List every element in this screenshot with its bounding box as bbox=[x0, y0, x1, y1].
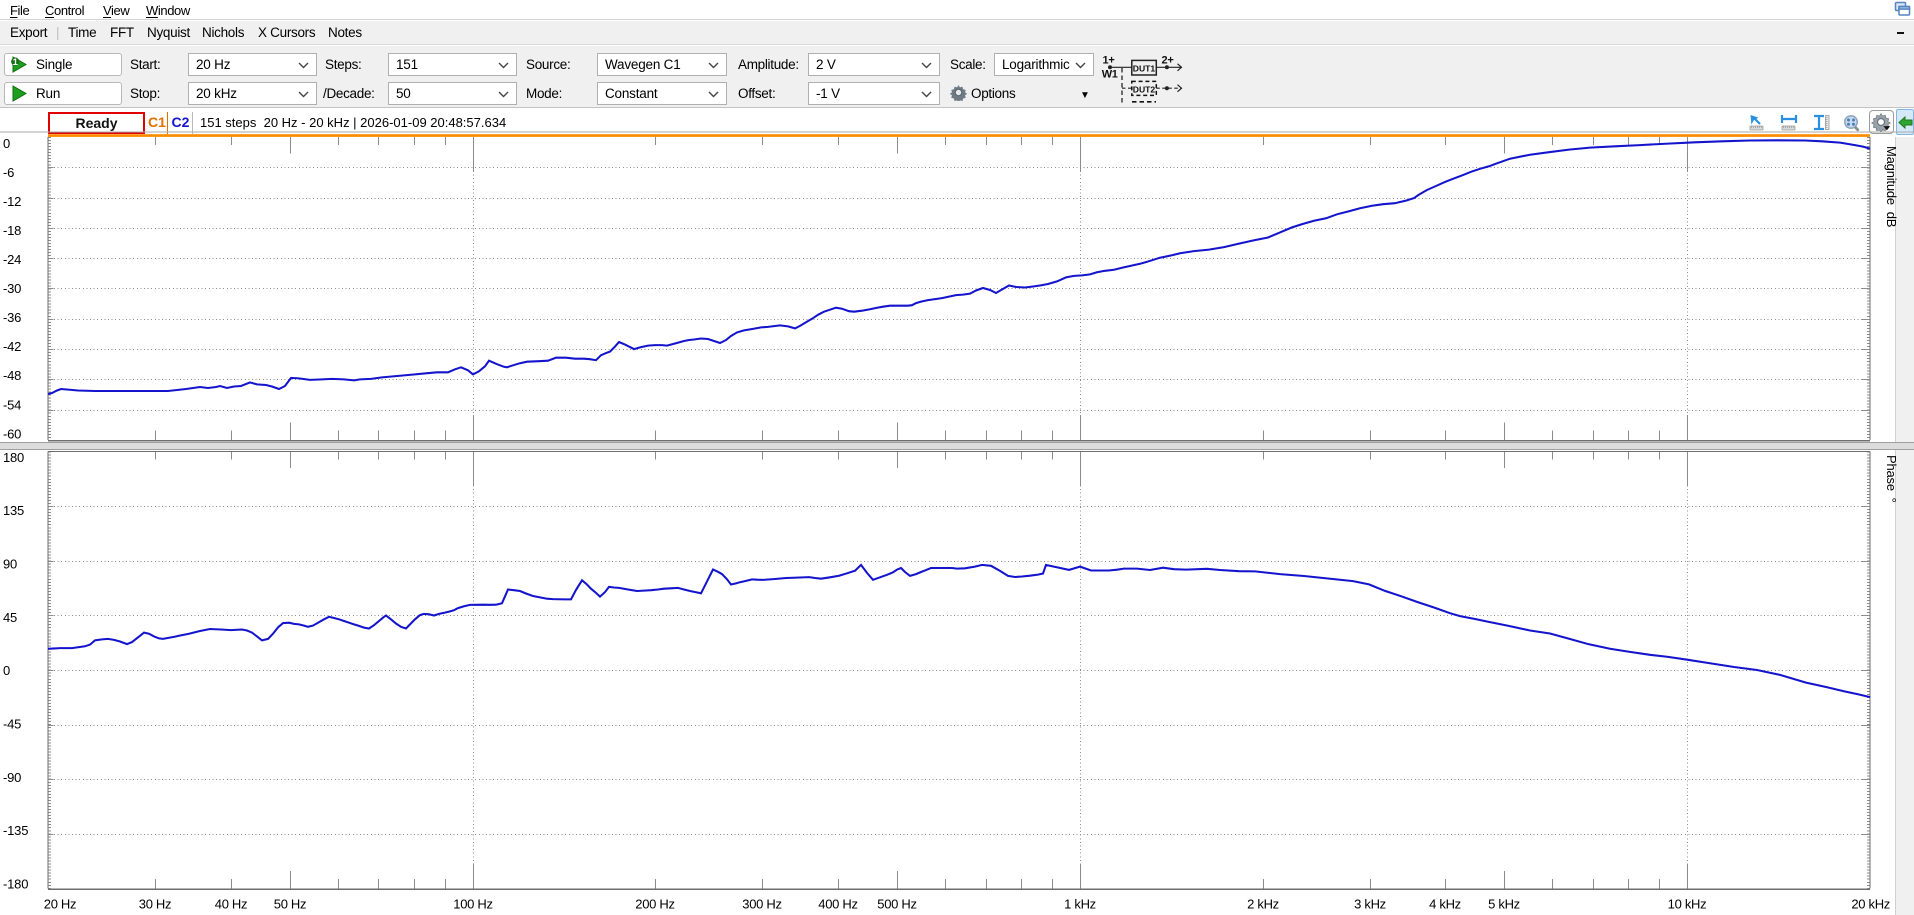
svg-text:45: 45 bbox=[3, 610, 17, 625]
svg-text:-18: -18 bbox=[3, 223, 21, 238]
svg-text:20 Hz: 20 Hz bbox=[44, 897, 76, 912]
svg-text:-54: -54 bbox=[3, 397, 21, 412]
svg-text:1: 1 bbox=[13, 57, 19, 68]
svg-text:-48: -48 bbox=[3, 368, 21, 383]
svg-text:-45: -45 bbox=[3, 717, 21, 732]
svg-text:2+: 2+ bbox=[1162, 54, 1174, 66]
svg-text:-180: -180 bbox=[3, 877, 28, 892]
svg-text:50 Hz: 50 Hz bbox=[274, 897, 306, 912]
svg-text:10 kHz: 10 kHz bbox=[1668, 897, 1707, 912]
svg-text:20 kHz: 20 kHz bbox=[1851, 897, 1890, 912]
svg-text:DUT1: DUT1 bbox=[1133, 64, 1156, 74]
svg-text:3 kHz: 3 kHz bbox=[1354, 897, 1386, 912]
svg-text:100 Hz: 100 Hz bbox=[453, 897, 492, 912]
svg-text:-60: -60 bbox=[3, 426, 21, 441]
svg-text:180: 180 bbox=[3, 450, 24, 465]
svg-text:2 kHz: 2 kHz bbox=[1247, 897, 1279, 912]
svg-text:DUT2: DUT2 bbox=[1133, 84, 1156, 94]
svg-text:-12: -12 bbox=[3, 194, 21, 209]
svg-text:-135: -135 bbox=[3, 823, 28, 838]
svg-text:0: 0 bbox=[3, 136, 10, 151]
svg-text:40 Hz: 40 Hz bbox=[215, 897, 247, 912]
svg-text:-6: -6 bbox=[3, 165, 14, 180]
svg-text:-24: -24 bbox=[3, 252, 21, 267]
svg-text:Phase °: Phase ° bbox=[1884, 455, 1899, 503]
svg-text:90: 90 bbox=[3, 557, 17, 572]
svg-text:W1: W1 bbox=[1102, 69, 1118, 81]
svg-text:500 Hz: 500 Hz bbox=[877, 897, 916, 912]
svg-text:5 kHz: 5 kHz bbox=[1488, 897, 1520, 912]
svg-text:Magnitude dB: Magnitude dB bbox=[1884, 146, 1899, 227]
svg-text:-90: -90 bbox=[3, 770, 21, 785]
svg-text:-30: -30 bbox=[3, 281, 21, 296]
svg-text:135: 135 bbox=[3, 503, 24, 518]
svg-text:300 Hz: 300 Hz bbox=[742, 897, 781, 912]
svg-text:1 kHz: 1 kHz bbox=[1064, 897, 1096, 912]
svg-text:-36: -36 bbox=[3, 310, 21, 325]
svg-text:-42: -42 bbox=[3, 339, 21, 354]
svg-text:400 Hz: 400 Hz bbox=[818, 897, 857, 912]
svg-text:30 Hz: 30 Hz bbox=[139, 897, 171, 912]
svg-text:1+: 1+ bbox=[1103, 54, 1115, 66]
svg-text:0: 0 bbox=[3, 663, 10, 678]
svg-text:200 Hz: 200 Hz bbox=[635, 897, 674, 912]
svg-text:4 kHz: 4 kHz bbox=[1429, 897, 1461, 912]
